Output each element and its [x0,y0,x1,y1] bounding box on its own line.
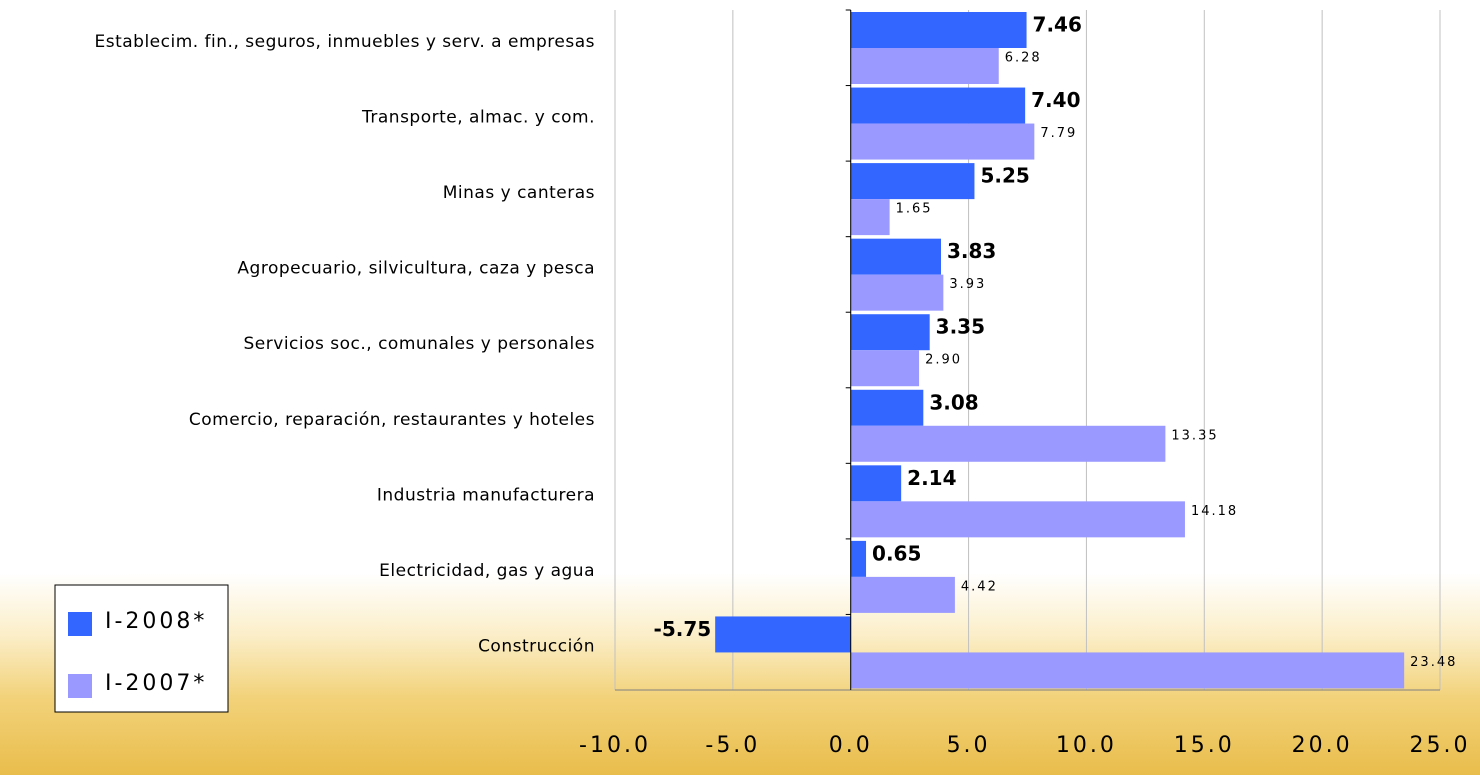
value-label: 3.83 [947,239,996,263]
category-label: Minas y canteras [443,183,595,203]
legend-label: I-2008* [105,609,207,634]
bar [850,425,1166,462]
bar [850,12,1027,48]
bar [850,314,930,351]
value-label: 13.35 [1171,428,1218,443]
value-label: 3.35 [936,315,985,339]
x-tick-label: 25.0 [1410,733,1471,758]
value-label: 0.65 [872,541,921,565]
x-tick-label: 0.0 [829,733,873,758]
bar [850,87,1026,124]
x-tick-label: -10.0 [579,733,651,758]
value-label: -5.75 [654,617,712,641]
category-label: Comercio, reparación, restaurantes y hot… [189,410,595,430]
legend-label: I-2007* [105,671,207,696]
bar [850,465,902,502]
value-label: 5.25 [980,164,1029,188]
bar [850,576,955,613]
x-tick-label: 20.0 [1292,733,1353,758]
bar [850,501,1185,538]
value-label: 1.65 [896,202,933,217]
x-tick-label: 5.0 [947,733,991,758]
category-label: Servicios soc., comunales y personales [244,334,595,354]
bar [850,652,1405,689]
category-label: Industria manufacturera [377,485,595,505]
bar [850,199,890,236]
value-label: 23.48 [1410,655,1457,670]
bar [850,389,924,426]
value-label: 6.28 [1005,51,1042,66]
x-tick-label: -5.0 [705,733,760,758]
category-label: Agropecuario, silvicultura, caza y pesca [237,259,595,279]
value-label: 2.14 [907,466,956,490]
bar [850,48,999,84]
value-label: 2.90 [925,353,962,368]
bar [850,350,920,387]
category-label: Transporte, almac. y com. [361,108,595,128]
value-label: 3.08 [929,390,978,414]
bar [850,123,1035,160]
value-label: 14.18 [1191,504,1238,519]
value-label: 7.46 [1033,13,1082,37]
legend-swatch [68,674,92,698]
x-tick-label: 15.0 [1174,733,1235,758]
value-label: 3.93 [949,277,986,292]
value-label: 4.42 [961,579,998,594]
category-label: Establecim. fin., seguros, inmuebles y s… [94,32,595,52]
bar [850,238,941,275]
bar [850,540,867,577]
x-tick-label: 10.0 [1056,733,1117,758]
legend-swatch [68,612,92,636]
bar [715,616,851,653]
value-label: 7.79 [1040,126,1077,141]
bar [850,163,975,200]
value-label: 7.40 [1031,88,1080,112]
category-label: Construcción [478,636,595,656]
category-label: Electricidad, gas y agua [379,561,595,581]
bar [850,274,944,311]
